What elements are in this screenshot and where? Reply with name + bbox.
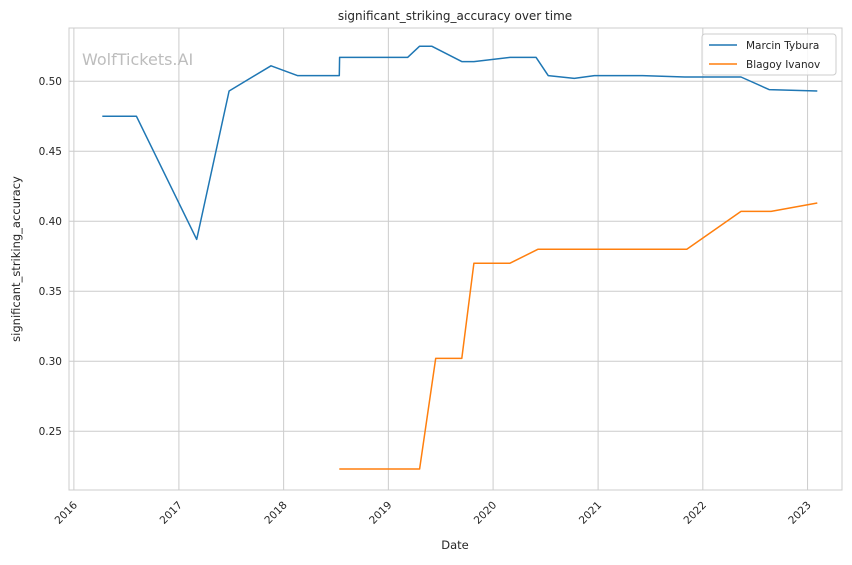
x-tick-label: 2019	[367, 499, 394, 526]
y-tick-label: 0.40	[39, 216, 62, 228]
chart-title: significant_striking_accuracy over time	[338, 9, 572, 23]
x-tick-label: 2022	[682, 499, 709, 526]
series-line-marcin-tybura	[102, 45, 818, 241]
y-axis-ticks: 0.25 0.30 0.35 0.40 0.45 0.50	[39, 76, 62, 438]
x-tick-label: 2020	[472, 499, 499, 526]
plot-area	[68, 27, 843, 491]
x-axis-label: Date	[441, 538, 469, 552]
y-tick-label: 0.45	[39, 146, 62, 158]
legend-label-marcin-tybura: Marcin Tybura	[746, 40, 819, 52]
legend: Marcin Tybura Blagoy Ivanov	[701, 33, 837, 76]
watermark: WolfTickets.AI	[82, 50, 193, 69]
y-tick-label: 0.25	[39, 426, 62, 438]
y-tick-label: 0.50	[39, 76, 62, 88]
y-grid-lines	[69, 80, 842, 432]
series-line-blagoy-ivanov	[339, 202, 818, 470]
x-tick-label: 2016	[53, 499, 81, 527]
y-tick-label: 0.30	[39, 356, 62, 368]
x-tick-label: 2018	[262, 499, 289, 526]
x-tick-label: 2023	[786, 499, 813, 526]
y-tick-label: 0.35	[39, 286, 62, 298]
x-axis-ticks: 2016 2017 2018 2019 2020 2021 2022 2023	[53, 499, 814, 527]
x-grid-lines	[73, 28, 809, 490]
series-layer	[102, 45, 818, 470]
x-tick-label: 2017	[158, 499, 185, 526]
y-axis-label: significant_striking_accuracy	[9, 176, 23, 342]
x-tick-label: 2021	[577, 499, 604, 526]
legend-label-blagoy-ivanov: Blagoy Ivanov	[746, 59, 820, 71]
